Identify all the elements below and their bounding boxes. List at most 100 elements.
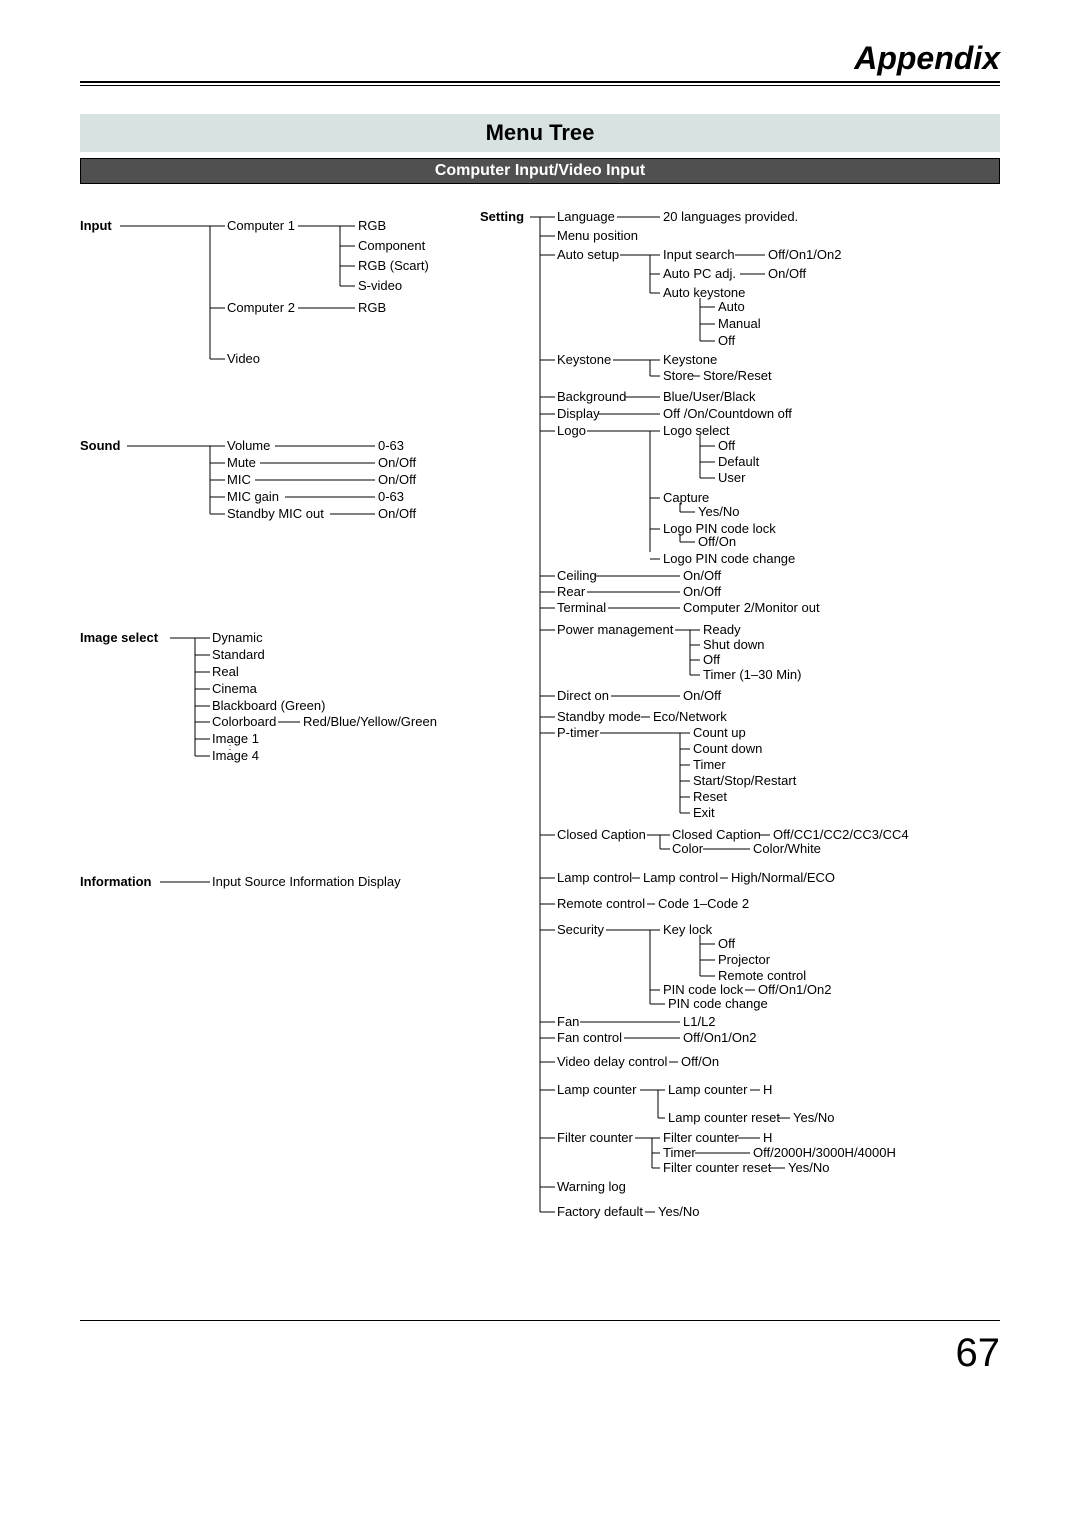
input-label: Input <box>80 219 112 234</box>
standby-mode: Standby mode <box>557 710 641 725</box>
fan-control-val: Off/On1/On2 <box>683 1031 756 1046</box>
logo-pin-change: Logo PIN code change <box>663 552 795 567</box>
language-label: Language <box>557 210 615 225</box>
filter-reset: Filter counter reset <box>663 1161 771 1176</box>
information-label: Information <box>80 875 152 890</box>
auto-pc: Auto PC adj. <box>663 267 736 282</box>
image1-label: Image 1 <box>212 732 259 747</box>
filter-counter: Filter counter <box>557 1131 633 1146</box>
pm-opt: Timer (1–30 Min) <box>703 668 801 683</box>
lamp-control-val: High/Normal/ECO <box>731 871 835 886</box>
terminal-val: Computer 2/Monitor out <box>683 601 820 616</box>
opt: RGB (Scart) <box>358 259 429 274</box>
ak-opt: Manual <box>718 317 761 332</box>
sound-label: Sound <box>80 439 120 454</box>
pm-opt: Off <box>703 653 720 668</box>
image-opt: Cinema <box>212 682 257 697</box>
filter-reset-val: Yes/No <box>788 1161 829 1176</box>
input-search: Input search <box>663 248 735 263</box>
display-val: Off /On/Countdown off <box>663 407 792 422</box>
keystone: Keystone <box>557 353 611 368</box>
opt: Component <box>358 239 425 254</box>
computer1-label: Computer 1 <box>227 219 295 234</box>
ceiling-val: On/Off <box>683 569 721 584</box>
factory-default-val: Yes/No <box>658 1205 699 1220</box>
logo-opt: Default <box>718 455 759 470</box>
factory-default: Factory default <box>557 1205 643 1220</box>
pt-opt: Start/Stop/Restart <box>693 774 796 789</box>
fan-control: Fan control <box>557 1031 622 1046</box>
logo-opt: User <box>718 471 745 486</box>
filter-timer: Timer <box>663 1146 696 1161</box>
ceiling: Ceiling <box>557 569 597 584</box>
language-val: 20 languages provided. <box>663 210 798 225</box>
pm-opt: Shut down <box>703 638 764 653</box>
sound-val: On/Off <box>378 507 416 522</box>
security: Security <box>557 923 604 938</box>
direct-on-val: On/Off <box>683 689 721 704</box>
cc-color: Color <box>672 842 703 857</box>
tree-lines <box>80 430 480 560</box>
logo: Logo <box>557 424 586 439</box>
background-val: Blue/User/Black <box>663 390 755 405</box>
video-delay: Video delay control <box>557 1055 667 1070</box>
sound-item: MIC <box>227 473 251 488</box>
ak-opt: Auto <box>718 300 745 315</box>
image-select-label: Image select <box>80 631 158 646</box>
kl-opt: Projector <box>718 953 770 968</box>
logo-opt: Off <box>718 439 735 454</box>
video-delay-val: Off/On <box>681 1055 719 1070</box>
sound-val: 0-63 <box>378 490 404 505</box>
divider <box>80 85 1000 86</box>
keylock: Key lock <box>663 923 712 938</box>
store: Store <box>663 369 694 384</box>
divider <box>80 1320 1000 1321</box>
auto-pc-val: On/Off <box>768 267 806 282</box>
sound-item: Volume <box>227 439 270 454</box>
opt: RGB <box>358 219 386 234</box>
opt: S-video <box>358 279 402 294</box>
ptimer: P-timer <box>557 726 599 741</box>
pt-opt: Reset <box>693 790 727 805</box>
direct-on: Direct on <box>557 689 609 704</box>
logo-select: Logo select <box>663 424 730 439</box>
sound-item: Mute <box>227 456 256 471</box>
ak-opt: Off <box>718 334 735 349</box>
lamp-counter-child: Lamp counter <box>668 1083 748 1098</box>
keystone-child: Keystone <box>663 353 717 368</box>
image-opt: Blackboard (Green) <box>212 699 325 714</box>
display: Display <box>557 407 600 422</box>
rear: Rear <box>557 585 585 600</box>
subsection-header: Computer Input/Video Input <box>80 158 1000 184</box>
kl-opt: Off <box>718 937 735 952</box>
fan-val: L1/L2 <box>683 1015 716 1030</box>
pt-opt: Exit <box>693 806 715 821</box>
colorboard-val: Red/Blue/Yellow/Green <box>303 715 437 730</box>
standby-mode-val: Eco/Network <box>653 710 727 725</box>
opt: RGB <box>358 301 386 316</box>
pt-opt: Count up <box>693 726 746 741</box>
lamp-control-child: Lamp control <box>643 871 718 886</box>
pin-change: PIN code change <box>668 997 768 1012</box>
information-val: Input Source Information Display <box>212 875 401 890</box>
pt-opt: Timer <box>693 758 726 773</box>
lamp-counter-reset-val: Yes/No <box>793 1111 834 1126</box>
sound-item: MIC gain <box>227 490 279 505</box>
page-number: 67 <box>80 1331 1000 1376</box>
appendix-title: Appendix <box>80 40 1000 77</box>
menu-tree-canvas: Input Computer 1 RGB Component RGB (Scar… <box>80 210 1010 1320</box>
remote-control-val: Code 1–Code 2 <box>658 897 749 912</box>
filter-timer-val: Off/2000H/3000H/4000H <box>753 1146 896 1161</box>
computer2-label: Computer 2 <box>227 301 295 316</box>
cc: Closed Caption <box>557 828 646 843</box>
filter-counter-child: Filter counter <box>663 1131 739 1146</box>
image-opt: Real <box>212 665 239 680</box>
remote-control: Remote control <box>557 897 645 912</box>
section-header: Menu Tree <box>80 114 1000 152</box>
video-label: Video <box>227 352 260 367</box>
auto-setup: Auto setup <box>557 248 619 263</box>
terminal: Terminal <box>557 601 606 616</box>
sound-val: On/Off <box>378 456 416 471</box>
sound-val: 0-63 <box>378 439 404 454</box>
sound-val: On/Off <box>378 473 416 488</box>
